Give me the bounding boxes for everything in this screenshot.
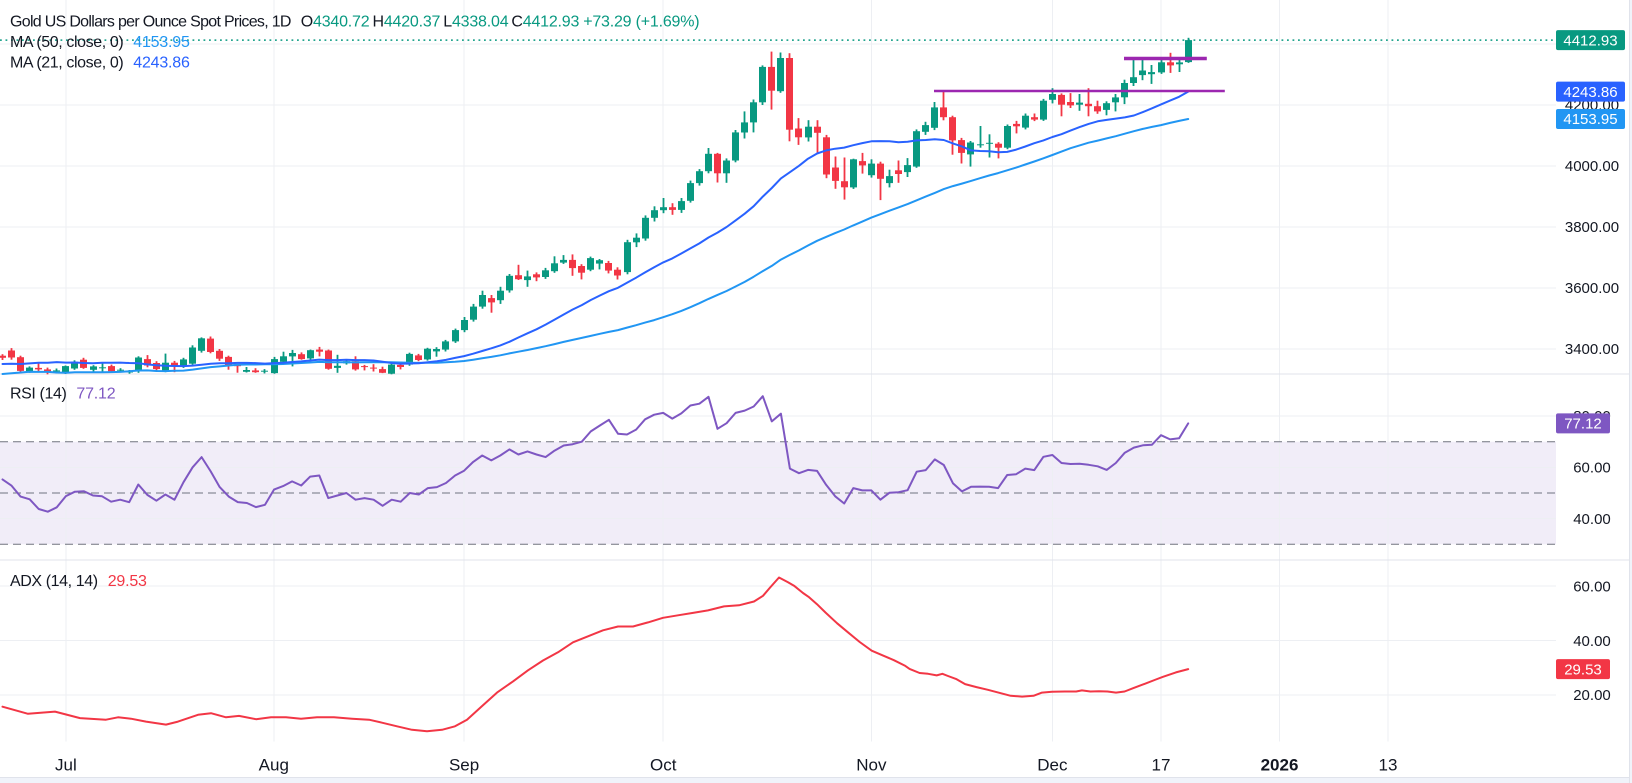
svg-text:4243.86: 4243.86 <box>1563 84 1617 101</box>
svg-text:Sep: Sep <box>449 756 479 775</box>
svg-text:4000.00: 4000.00 <box>1565 158 1619 175</box>
svg-text:17: 17 <box>1152 756 1171 775</box>
svg-text:60.00: 60.00 <box>1573 460 1611 477</box>
svg-text:ADX (14, 14)29.53: ADX (14, 14) 29.53 <box>10 573 147 590</box>
svg-text:Jul: Jul <box>55 756 77 775</box>
svg-text:29.53: 29.53 <box>1564 661 1602 678</box>
svg-text:20.00: 20.00 <box>1573 687 1611 704</box>
svg-text:3400.00: 3400.00 <box>1565 341 1619 358</box>
svg-text:13: 13 <box>1379 756 1398 775</box>
svg-text:3600.00: 3600.00 <box>1565 280 1619 297</box>
svg-text:MA (50, close, 0)4153.95: MA (50, close, 0) 4153.95 <box>10 34 190 51</box>
svg-text:Aug: Aug <box>259 756 289 775</box>
svg-text:Nov: Nov <box>856 756 887 775</box>
svg-text:RSI (14)77.12: RSI (14) 77.12 <box>10 386 116 403</box>
svg-text:4412.93: 4412.93 <box>1563 32 1617 49</box>
svg-text:60.00: 60.00 <box>1573 578 1611 595</box>
svg-text:Dec: Dec <box>1037 756 1068 775</box>
svg-text:77.12: 77.12 <box>1564 416 1602 433</box>
svg-text:40.00: 40.00 <box>1573 633 1611 650</box>
svg-text:MA (21, close, 0)4243.86: MA (21, close, 0) 4243.86 <box>10 55 190 72</box>
svg-text:3800.00: 3800.00 <box>1565 219 1619 236</box>
svg-text:40.00: 40.00 <box>1573 511 1611 528</box>
svg-text:2026: 2026 <box>1261 756 1299 775</box>
svg-text:Oct: Oct <box>650 756 677 775</box>
svg-text:Gold US Dollars per Ounce Spot: Gold US Dollars per Ounce Spot Prices, 1… <box>10 14 699 31</box>
svg-text:4153.95: 4153.95 <box>1563 111 1617 128</box>
